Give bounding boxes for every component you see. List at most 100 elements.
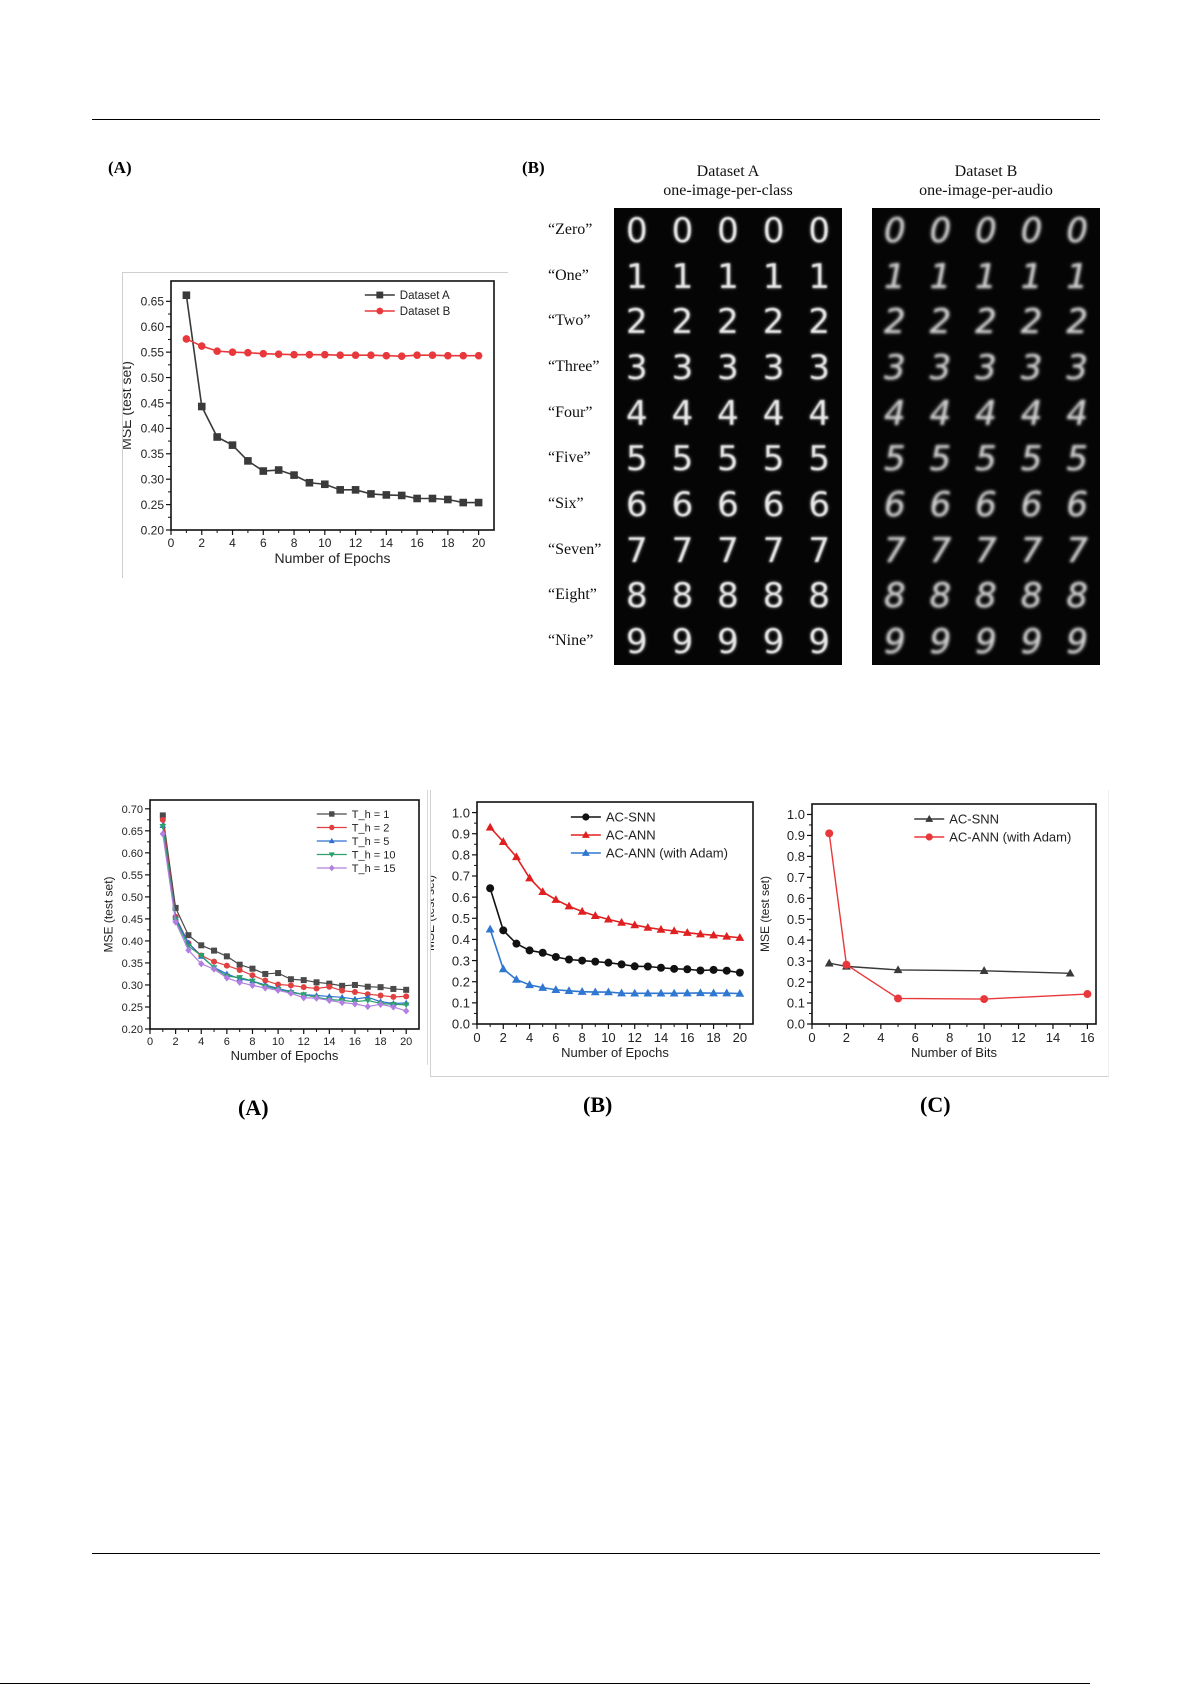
data-point-marker <box>351 1000 359 1008</box>
chart-legend: T_h = 1T_h = 2 T_h = 5T_h = 10 T_h = 15 <box>316 809 396 875</box>
y-tick-label: 0.60 <box>141 320 165 334</box>
x-tick-label: 0 <box>147 1036 153 1048</box>
digit-sample: 1 <box>625 256 648 297</box>
data-point-marker <box>249 972 256 979</box>
data-point-marker <box>735 988 745 997</box>
digit-sample: 5 <box>717 439 739 480</box>
data-point-marker <box>198 942 205 949</box>
data-point-marker <box>223 962 230 969</box>
series-ac-snn <box>824 958 1075 977</box>
digit-sample: 4 <box>1066 393 1088 434</box>
digit-sample: 7 <box>975 530 997 571</box>
data-point-marker <box>590 911 600 919</box>
series-dataset-a <box>182 291 483 507</box>
y-tick-label: 0.35 <box>122 958 143 970</box>
digit-sample: 0 <box>625 210 648 251</box>
digit-sample: 7 <box>762 530 785 571</box>
series-t-h-15 <box>159 830 410 1015</box>
y-tick-label: 0.40 <box>141 422 165 436</box>
legend-entry-label: T_h = 5 <box>352 836 390 848</box>
digit-sample: 5 <box>625 439 648 480</box>
data-point-marker <box>525 946 534 955</box>
data-point-marker <box>364 983 371 990</box>
x-axis-label: Number of Epochs <box>231 1048 339 1063</box>
digit-sample: 4 <box>762 393 785 434</box>
y-tick-label: 0.0 <box>787 1017 805 1032</box>
y-tick-label: 0.8 <box>787 849 805 864</box>
y-tick-label: 0.0 <box>452 1017 470 1032</box>
y-tick-label: 0.6 <box>452 890 470 905</box>
data-point-marker <box>197 402 206 411</box>
digit-sample: 9 <box>671 622 694 663</box>
digit-sample: 1 <box>717 256 739 297</box>
data-point-marker <box>485 822 495 831</box>
data-point-marker <box>581 848 590 856</box>
data-point-marker <box>274 466 283 474</box>
data-point-marker <box>643 922 653 931</box>
data-point-marker <box>551 985 561 993</box>
legend-entry-label: AC-SNN <box>606 810 656 825</box>
digit-sample: 3 <box>717 347 739 388</box>
data-point-marker <box>377 984 384 991</box>
data-point-marker <box>643 988 653 997</box>
digit-sample: 7 <box>1020 530 1043 571</box>
digit-sample: 1 <box>762 256 785 297</box>
digit-row-label: “Nine” <box>548 632 594 650</box>
y-tick-label: 0.35 <box>141 447 165 461</box>
data-point-marker <box>842 960 851 969</box>
data-point-marker <box>275 981 282 988</box>
data-point-marker <box>403 993 410 1000</box>
y-tick-label: 0.1 <box>787 996 805 1011</box>
data-point-marker <box>656 924 666 933</box>
digit-sample: 1 <box>929 256 952 297</box>
x-tick-label: 0 <box>473 1030 480 1045</box>
footer-rule <box>92 1553 1100 1554</box>
top-chart-a-svg: 0 2 4 6 8 10 12 14 16 18 20 0.20 0.25 0.30 0.35 0.40 0.4… <box>123 280 495 566</box>
digit-row-label: “Three” <box>548 357 600 375</box>
digit-sample: 9 <box>929 622 952 663</box>
y-tick-label: 0.45 <box>141 396 165 410</box>
digit-sample: 9 <box>717 622 739 663</box>
data-point-marker <box>390 993 397 1000</box>
digit-sample: 8 <box>762 576 785 617</box>
data-point-marker <box>564 986 574 995</box>
y-tick-label: 0.25 <box>141 498 165 512</box>
data-point-marker <box>485 924 495 933</box>
data-point-marker <box>979 966 989 974</box>
y-tick-label: 0.30 <box>141 473 165 487</box>
data-point-marker <box>551 895 561 903</box>
page-bottom-rule <box>0 1683 1090 1684</box>
digit-row-label: “One” <box>548 266 589 284</box>
digit-sample: 8 <box>929 576 952 617</box>
digit-sample: 8 <box>717 576 739 617</box>
data-point-marker <box>351 989 358 996</box>
x-tick-label: 10 <box>977 1030 991 1045</box>
data-point-marker <box>274 350 283 358</box>
data-point-marker <box>236 961 243 968</box>
digit-row-label: “Eight” <box>548 586 597 604</box>
data-point-marker <box>565 955 573 964</box>
y-tick-label: 0.45 <box>122 914 143 926</box>
data-point-marker <box>211 958 218 965</box>
data-point-marker <box>656 988 666 997</box>
y-tick-label: 0.9 <box>452 826 470 841</box>
data-point-marker <box>397 352 406 361</box>
x-tick-label: 18 <box>374 1036 386 1048</box>
data-point-marker <box>321 480 329 489</box>
x-tick-label: 18 <box>706 1030 720 1045</box>
data-point-marker <box>244 348 252 357</box>
digit-sample: 1 <box>808 256 830 297</box>
data-point-marker <box>329 811 335 817</box>
digit-sample: 3 <box>975 347 997 388</box>
data-point-marker <box>185 932 192 939</box>
x-tick-label: 20 <box>733 1030 747 1045</box>
data-point-marker <box>382 351 391 360</box>
x-tick-label: 16 <box>410 536 424 550</box>
data-point-marker <box>228 441 237 449</box>
legend-entry-label: T_h = 10 <box>352 849 396 861</box>
data-point-marker <box>182 335 191 343</box>
digit-sample: 6 <box>625 485 648 526</box>
data-point-marker <box>328 837 335 844</box>
x-tick-label: 2 <box>843 1030 850 1045</box>
data-point-marker <box>893 965 903 974</box>
